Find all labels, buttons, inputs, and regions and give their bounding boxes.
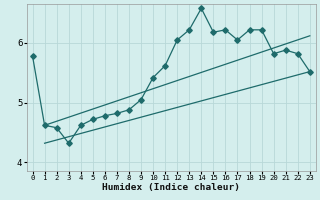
X-axis label: Humidex (Indice chaleur): Humidex (Indice chaleur) [102, 183, 240, 192]
